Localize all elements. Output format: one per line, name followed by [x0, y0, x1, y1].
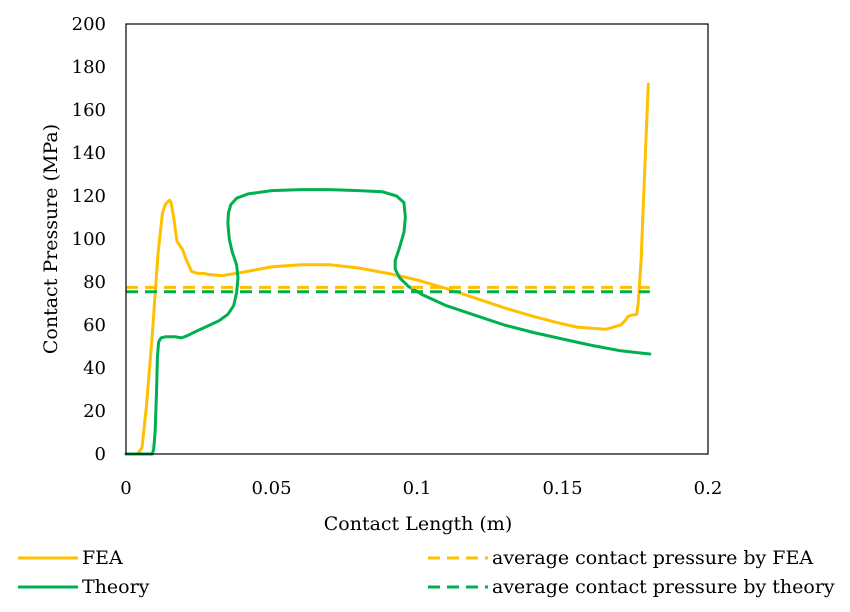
y-tick-label: 0	[95, 444, 106, 465]
y-tick-label: 140	[72, 143, 106, 164]
legend-label-0: FEA	[82, 547, 123, 569]
y-tick-label: 40	[83, 358, 106, 379]
x-tick-label: 0	[120, 478, 131, 499]
plot-area-frame	[125, 23, 709, 455]
x-axis-title: Contact Length (m)	[324, 513, 513, 535]
y-tick-label: 120	[72, 186, 106, 207]
legend-label-3: average contact pressure by theory	[492, 576, 835, 598]
y-tick-label: 60	[83, 315, 106, 336]
series-layer	[124, 82, 652, 456]
y-tick-label: 20	[83, 401, 106, 422]
x-tick-label: 0.05	[251, 478, 291, 499]
legend-label-1: Theory	[82, 576, 150, 598]
y-tick-label: 80	[83, 272, 106, 293]
series-line-1	[124, 188, 652, 456]
series-line-0	[124, 82, 650, 456]
legend: FEA Theory average contact pressure by FEA…	[18, 547, 835, 598]
legend-label-2: average contact pressure by FEA	[492, 547, 813, 569]
x-tick-label: 0.15	[542, 478, 582, 499]
y-tick-label: 200	[72, 14, 106, 35]
y-tick-label: 180	[72, 57, 106, 78]
x-tick-labels: 0 0.05 0.1 0.15 0.2	[120, 478, 722, 499]
y-tick-label: 100	[72, 229, 106, 250]
y-axis-title: Contact Pressure (MPa)	[40, 124, 62, 354]
x-tick-label: 0.1	[403, 478, 432, 499]
x-tick-label: 0.2	[694, 478, 723, 499]
y-tick-label: 160	[72, 100, 106, 121]
y-tick-labels: 0 20 40 60 80 100 120 140 160 180 200	[72, 14, 106, 465]
